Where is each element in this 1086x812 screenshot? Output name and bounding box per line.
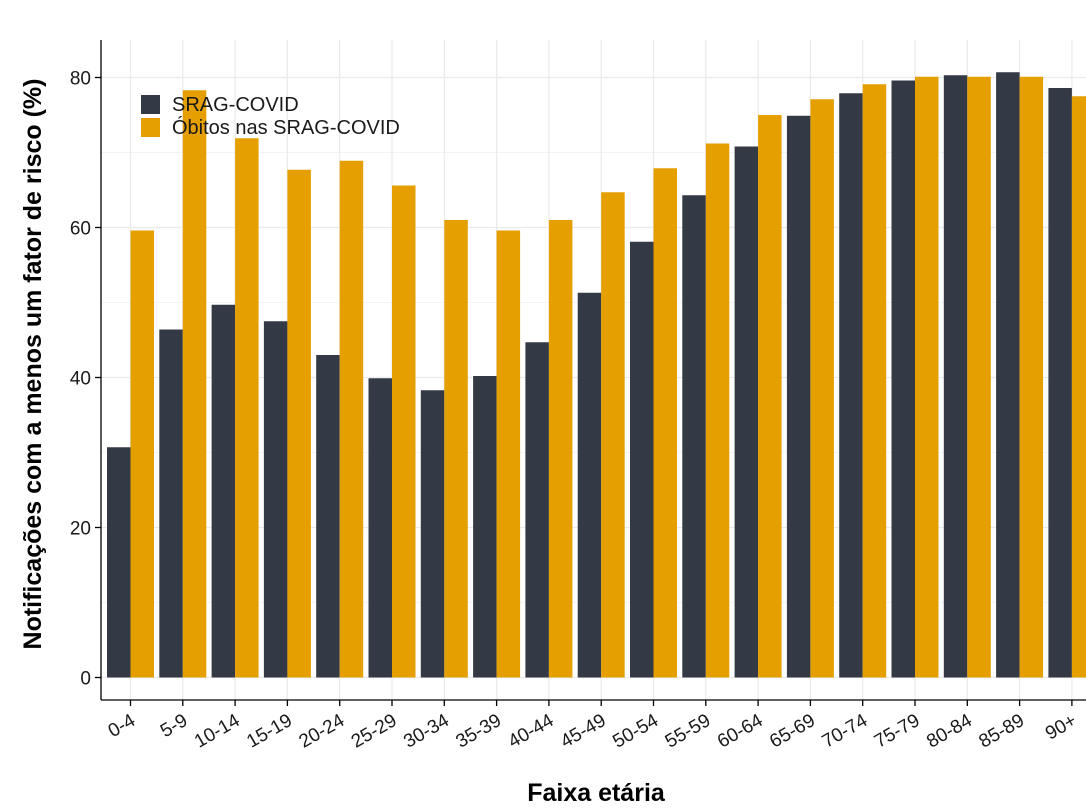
y-axis-title: Notificações com a menos um fator de ris… bbox=[19, 79, 47, 650]
bars bbox=[107, 72, 1086, 678]
bar-obitos-45-49 bbox=[601, 192, 625, 678]
bar-obitos-75-79 bbox=[915, 76, 939, 678]
bar-obitos-35-39 bbox=[496, 230, 521, 678]
x-axis-title: Faixa etária bbox=[527, 779, 666, 807]
x-tick-label: 45-49 bbox=[557, 710, 610, 752]
y-tick-label: 40 bbox=[70, 369, 91, 390]
bar-srag-covid-15-19 bbox=[263, 321, 288, 678]
y-tick-label: 60 bbox=[70, 219, 91, 240]
y-tick-label: 20 bbox=[70, 519, 91, 540]
bar-srag-covid-65-69 bbox=[786, 115, 811, 678]
bar-srag-covid-5-9 bbox=[159, 329, 183, 678]
bar-obitos-15-19 bbox=[287, 169, 311, 678]
bar-obitos-20-24 bbox=[339, 160, 364, 678]
bar-srag-covid-90+ bbox=[1048, 88, 1072, 678]
x-tick-label: 85-89 bbox=[976, 710, 1029, 752]
bar-obitos-85-89 bbox=[1019, 76, 1044, 678]
bar-obitos-70-74 bbox=[862, 84, 887, 678]
y-tick-label: 0 bbox=[80, 669, 91, 690]
legend-key-srag-covid bbox=[141, 95, 160, 114]
bar-srag-covid-0-4 bbox=[107, 447, 131, 678]
bar-srag-covid-45-49 bbox=[577, 292, 602, 678]
legend-key-obitos bbox=[141, 118, 160, 137]
bar-obitos-10-14 bbox=[235, 138, 259, 678]
x-tick-label: 5-9 bbox=[157, 710, 191, 742]
x-tick-label: 40-44 bbox=[505, 710, 558, 753]
bar-obitos-25-29 bbox=[392, 185, 416, 678]
x-tick-label: 10-14 bbox=[191, 710, 244, 753]
x-tick-label: 30-34 bbox=[400, 710, 453, 753]
bar-srag-covid-75-79 bbox=[891, 80, 915, 678]
x-tick-label: 80-84 bbox=[923, 710, 976, 753]
legend-label: SRAG-COVID bbox=[172, 94, 299, 116]
bar-obitos-30-34 bbox=[444, 220, 468, 678]
x-tick-label: 0-4 bbox=[105, 710, 140, 742]
bar-obitos-40-44 bbox=[548, 220, 573, 678]
bar-srag-covid-80-84 bbox=[943, 75, 968, 678]
x-tick-label: 15-19 bbox=[243, 710, 296, 752]
bar-obitos-5-9 bbox=[182, 90, 207, 678]
bar-obitos-60-64 bbox=[758, 115, 782, 678]
legend-label: Óbitos nas SRAG-COVID bbox=[172, 116, 400, 139]
x-tick-label: 25-29 bbox=[348, 710, 401, 752]
x-tick-label: 35-39 bbox=[453, 710, 506, 752]
x-tick-label: 20-24 bbox=[296, 710, 349, 753]
bar-obitos-90+ bbox=[1071, 96, 1086, 678]
x-tick-label: 55-59 bbox=[662, 710, 715, 752]
axes bbox=[95, 40, 1086, 706]
bar-srag-covid-10-14 bbox=[211, 304, 236, 678]
bar-srag-covid-85-89 bbox=[996, 72, 1020, 678]
y-tick-label: 80 bbox=[70, 69, 91, 90]
bar-srag-covid-40-44 bbox=[525, 342, 549, 678]
bar-srag-covid-55-59 bbox=[682, 195, 706, 678]
x-tick-label: 70-74 bbox=[819, 710, 872, 753]
x-tick-label: 75-79 bbox=[871, 710, 924, 752]
x-tick-label: 65-69 bbox=[766, 710, 819, 752]
bar-srag-covid-30-34 bbox=[420, 390, 445, 678]
bar-srag-covid-20-24 bbox=[316, 355, 340, 678]
bar-obitos-50-54 bbox=[653, 168, 677, 678]
x-tick-label: 50-54 bbox=[609, 710, 662, 753]
bar-obitos-0-4 bbox=[130, 230, 154, 678]
x-tick-label: 90+ bbox=[1042, 710, 1080, 744]
bar-obitos-55-59 bbox=[705, 143, 730, 678]
bar-srag-covid-60-64 bbox=[734, 146, 759, 678]
bar-srag-covid-25-29 bbox=[368, 378, 392, 678]
bar-srag-covid-50-54 bbox=[630, 241, 654, 678]
bar-srag-covid-35-39 bbox=[473, 376, 497, 678]
bar-obitos-65-69 bbox=[810, 99, 834, 678]
bar-obitos-80-84 bbox=[967, 76, 991, 678]
bar-srag-covid-70-74 bbox=[839, 93, 863, 678]
x-tick-label: 60-64 bbox=[714, 710, 767, 753]
